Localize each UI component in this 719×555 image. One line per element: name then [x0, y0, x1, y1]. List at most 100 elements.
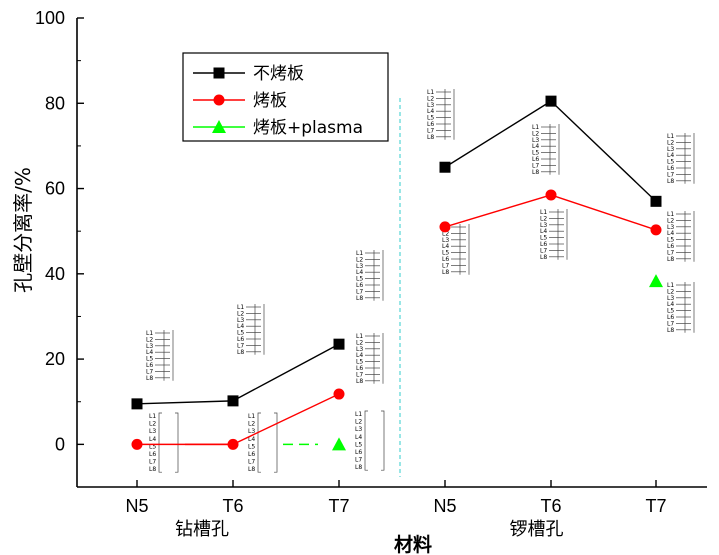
layer-label: L3	[248, 428, 255, 435]
layer-bracket	[175, 412, 179, 473]
layer-label: L6	[540, 241, 547, 248]
layer-label: L7	[146, 368, 153, 375]
layer-label: L7	[355, 457, 362, 464]
x-tick-label: T6	[540, 496, 561, 516]
layer-label: L4	[146, 349, 153, 356]
layer-stack-annotations: L1L2L3L4L5L6L7L8L1L2L3L4L5L6L7L8L1L2L3L4…	[146, 89, 695, 473]
layer-label: L7	[237, 342, 244, 349]
layer-bracket	[364, 410, 368, 471]
x-tick-label: N5	[433, 496, 456, 516]
layer-label: L3	[146, 343, 153, 350]
layer-label: L8	[442, 269, 449, 276]
legend-marker	[213, 94, 225, 106]
layer-label: L5	[356, 359, 363, 366]
y-tick-label: 80	[45, 93, 65, 113]
layer-label: L5	[442, 250, 449, 257]
layer-label: L8	[540, 254, 547, 261]
layer-label: L5	[146, 356, 153, 363]
data-point	[650, 224, 662, 236]
layer-label: L3	[149, 428, 156, 435]
layer-label: L8	[667, 327, 674, 334]
x-tick-label: N5	[125, 496, 148, 516]
layer-label: L4	[356, 352, 363, 359]
layer-label: L1	[356, 333, 363, 340]
layer-label: L4	[248, 436, 255, 443]
layer-label: L6	[356, 365, 363, 372]
layer-label: L1	[532, 124, 539, 131]
layer-label: L7	[540, 247, 547, 254]
layer-label: L6	[146, 362, 153, 369]
y-tick-label: 20	[45, 349, 65, 369]
legend-entry: 烤板+plasma	[253, 118, 363, 138]
data-point	[333, 338, 345, 350]
layer-label: L1	[237, 304, 244, 311]
data-point	[439, 161, 451, 173]
layer-label: L5	[667, 237, 674, 244]
layer-label: L1	[427, 89, 434, 96]
layer-label: L7	[667, 320, 674, 327]
layer-label: L6	[667, 314, 674, 321]
series-line-segment	[444, 194, 552, 228]
layer-label: L5	[237, 330, 244, 337]
layer-label: L8	[248, 466, 255, 473]
layer-label: L5	[667, 159, 674, 166]
data-point	[227, 395, 239, 407]
data-point	[131, 438, 143, 450]
layer-label: L2	[532, 130, 539, 137]
legend-marker	[212, 120, 226, 133]
y-tick-label: 0	[55, 434, 65, 454]
y-tick-label: 100	[35, 8, 65, 28]
layer-label: L3	[532, 137, 539, 144]
layer-label: L3	[540, 222, 547, 229]
layer-label: L4	[442, 243, 449, 250]
layer-label: L7	[356, 288, 363, 295]
layer-label: L7	[149, 459, 156, 466]
layer-label: L3	[667, 146, 674, 153]
layer-label: L2	[667, 288, 674, 295]
y-tick-label: 40	[45, 264, 65, 284]
layer-label: L6	[356, 282, 363, 289]
layer-label: L7	[667, 171, 674, 178]
data-point	[650, 195, 662, 207]
layer-label: L2	[427, 95, 434, 102]
layer-label: L6	[667, 243, 674, 250]
layer-label: L8	[427, 134, 434, 141]
layer-label: L4	[149, 436, 156, 443]
x-group-label: 钻槽孔	[175, 519, 229, 540]
x-tick-label: T7	[645, 496, 666, 516]
y-tick-label: 60	[45, 179, 65, 199]
series-line-segment	[136, 400, 234, 405]
layer-label: L1	[248, 413, 255, 420]
layer-bracket	[274, 412, 278, 473]
series-line-segment	[444, 100, 552, 168]
layer-label: L6	[427, 121, 434, 128]
layer-label: L4	[355, 434, 362, 441]
data-point	[332, 437, 346, 451]
layer-label: L8	[356, 378, 363, 385]
layer-label: L6	[248, 451, 255, 458]
layer-label: L8	[532, 169, 539, 176]
layer-label: L5	[356, 276, 363, 283]
layer-label: L3	[667, 295, 674, 302]
layer-label: L1	[149, 413, 156, 420]
layer-label: L2	[356, 339, 363, 346]
layer-label: L8	[667, 256, 674, 263]
x-tick-label: T7	[328, 496, 349, 516]
legend-marker	[213, 67, 225, 79]
layer-label: L5	[355, 441, 362, 448]
layer-label: L5	[540, 235, 547, 242]
layer-label: L4	[667, 152, 674, 159]
x-tick-label: T6	[222, 496, 243, 516]
layer-bracket	[158, 412, 162, 473]
series-line-segment	[232, 393, 340, 445]
layer-label: L8	[237, 349, 244, 356]
layer-label: L1	[667, 211, 674, 218]
